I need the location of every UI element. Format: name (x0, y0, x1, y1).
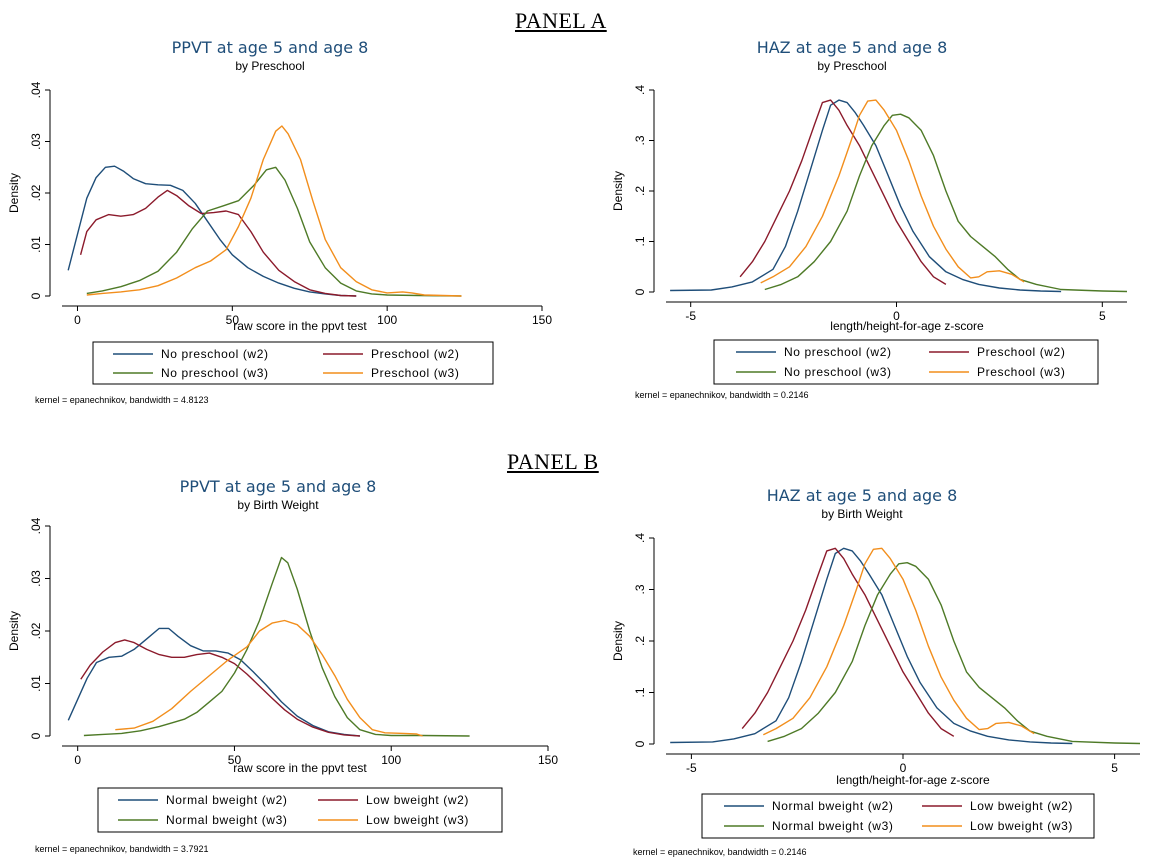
y-tick-label: .02 (29, 184, 43, 201)
chart-subtitle: by Preschool (817, 59, 886, 73)
chart-haz-bweight: HAZ at age 5 and age 8 by Birth Weight 0 .1… (611, 486, 1141, 857)
x-tick-label: 50 (226, 313, 240, 327)
legend-label: No preschool (w3) (784, 365, 892, 379)
legend-label: No preschool (w2) (784, 345, 892, 359)
y-tick-label: .1 (633, 236, 647, 246)
y-tick-label: .4 (633, 85, 647, 95)
series-line-2 (79, 189, 357, 297)
x-tick-label: 0 (74, 313, 81, 327)
chart-title: HAZ at age 5 and age 8 (757, 38, 948, 57)
legend-label: Preschool (w2) (371, 347, 459, 361)
series-line-1 (670, 547, 1073, 745)
legend-label: Preschool (w3) (977, 365, 1065, 379)
legend-label: Normal bweight (w2) (772, 799, 893, 813)
x-tick-label: 150 (538, 753, 558, 767)
y-axis-label: Density (611, 621, 625, 661)
legend-label: No preschool (w3) (161, 366, 269, 380)
chart-ppvt-bweight: PPVT at age 5 and age 8 by Birth Weight 0.… (7, 477, 558, 854)
legend-label: Low bweight (w3) (366, 813, 469, 827)
series-line-2 (741, 547, 955, 737)
legend-box (97, 787, 503, 833)
panel-a-title: PANEL A (515, 8, 607, 33)
x-tick-label: 0 (74, 753, 81, 767)
legend-label: No preschool (w2) (161, 347, 269, 361)
y-tick-label: .03 (29, 570, 43, 587)
kernel-note: kernel = epanechnikov, bandwidth = 4.812… (35, 395, 208, 405)
y-tick-label: .2 (633, 186, 647, 196)
y-tick-label: .04 (29, 81, 43, 98)
legend-box (92, 341, 494, 385)
series-line-4 (86, 125, 462, 297)
x-tick-label: -5 (686, 761, 697, 775)
x-axis-label: length/height-for-age z-score (836, 773, 990, 787)
series-line-4 (115, 619, 423, 737)
kernel-note: kernel = epanechnikov, bandwidth = 0.214… (633, 847, 806, 857)
chart-title: HAZ at age 5 and age 8 (767, 486, 958, 505)
x-tick-label: 5 (1111, 761, 1118, 775)
legend-box (713, 339, 1099, 385)
y-tick-label: .04 (29, 517, 43, 534)
x-axis-label: raw score in the ppvt test (233, 761, 367, 775)
series-line-2 (739, 99, 947, 285)
x-tick-label: 150 (532, 313, 552, 327)
y-tick-label: .2 (633, 636, 647, 646)
series-line-2 (80, 639, 360, 737)
series-line-1 (670, 99, 1062, 293)
y-axis-label: Density (611, 171, 625, 211)
chart-title: PPVT at age 5 and age 8 (172, 38, 369, 57)
legend-label: Normal bweight (w3) (772, 819, 893, 833)
series-line-3 (83, 556, 470, 737)
x-axis-label: raw score in the ppvt test (233, 319, 367, 333)
series-line-3 (86, 166, 462, 297)
y-tick-label: .3 (633, 135, 647, 145)
y-axis-label: Density (7, 611, 21, 651)
chart-title: PPVT at age 5 and age 8 (180, 477, 377, 496)
x-axis-label: length/height-for-age z-score (830, 319, 984, 333)
y-tick-label: .3 (633, 584, 647, 594)
legend-label: Preschool (w3) (371, 366, 459, 380)
y-tick-label: .01 (29, 236, 43, 253)
legend-label: Low bweight (w2) (366, 793, 469, 807)
y-tick-label: .01 (29, 675, 43, 692)
panel-b-title: PANEL B (507, 449, 599, 474)
series-line-4 (762, 547, 1035, 736)
chart-haz-preschool: HAZ at age 5 and age 8 by Preschool 0 .1 .2.… (611, 38, 1128, 400)
y-tick-label: 0 (633, 740, 647, 747)
kernel-note: kernel = epanechnikov, bandwidth = 0.214… (635, 390, 808, 400)
y-axis-label: Density (7, 173, 21, 213)
y-tick-label: .02 (29, 622, 43, 639)
y-tick-label: .03 (29, 133, 43, 150)
series-line-1 (67, 627, 360, 737)
chart-ppvt-preschool: PPVT at age 5 and age 8 by Preschool 0 .01.… (7, 38, 552, 405)
y-tick-label: .1 (633, 687, 647, 697)
legend-label: Normal bweight (w2) (166, 793, 287, 807)
x-tick-label: 50 (228, 753, 242, 767)
x-tick-label: 100 (381, 753, 401, 767)
series-line-1 (67, 165, 357, 297)
y-tick-label: .4 (633, 533, 647, 543)
x-tick-label: 100 (377, 313, 397, 327)
chart-subtitle: by Birth Weight (237, 498, 319, 512)
legend-label: Preschool (w2) (977, 345, 1065, 359)
series-line-4 (760, 99, 1025, 284)
x-tick-label: 5 (1099, 309, 1106, 323)
y-tick-label: 0 (29, 292, 43, 299)
legend-label: Normal bweight (w3) (166, 813, 287, 827)
y-tick-label: 0 (29, 732, 43, 739)
legend-box (701, 793, 1095, 839)
kernel-note: kernel = epanechnikov, bandwidth = 3.792… (35, 844, 208, 854)
y-tick-label: 0 (633, 288, 647, 295)
chart-subtitle: by Birth Weight (821, 507, 903, 521)
x-tick-label: -5 (685, 309, 696, 323)
legend-label: Low bweight (w2) (970, 799, 1073, 813)
legend-label: Low bweight (w3) (970, 819, 1073, 833)
x-tick-label: 0 (893, 309, 900, 323)
chart-subtitle: by Preschool (235, 59, 304, 73)
x-tick-label: 0 (900, 761, 907, 775)
